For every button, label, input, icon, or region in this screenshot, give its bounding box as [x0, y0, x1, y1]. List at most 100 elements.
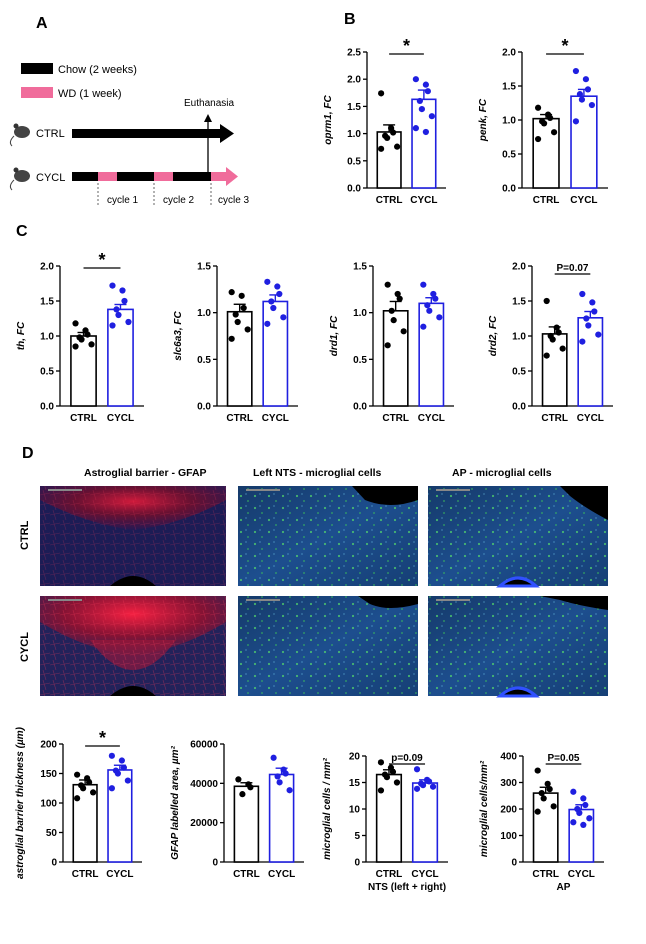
y-tick-label: 1.0: [40, 332, 54, 343]
bar-ctrl: [382, 309, 409, 407]
data-point: [72, 343, 79, 350]
y-tick-label: 40000: [190, 779, 218, 790]
y-tick-label: 0.0: [502, 184, 516, 195]
y-tick-label: 2.0: [502, 48, 516, 59]
data-point: [424, 302, 431, 309]
data-point: [114, 770, 121, 777]
x-axis-label: AP: [557, 882, 571, 893]
data-point: [534, 767, 541, 774]
x-tick-label: CYCL: [577, 413, 604, 424]
data-point: [540, 795, 547, 802]
x-tick-label: CTRL: [70, 413, 97, 424]
data-point: [384, 281, 391, 288]
data-point: [544, 780, 551, 787]
cycl-timeline-bar: [72, 167, 238, 186]
data-point: [109, 282, 116, 289]
chart-astro: 0 50 100 150 200 astroglial barrier thickness…: [15, 726, 142, 880]
data-point: [436, 314, 443, 321]
euthanasia-label: Euthanasia: [184, 98, 234, 109]
micrograph-title: Left NTS - microglial cells: [253, 467, 382, 479]
data-point: [384, 342, 391, 349]
ctrl-timeline-bar: [72, 129, 222, 138]
x-tick-label: CYCL: [570, 195, 597, 206]
data-point: [412, 125, 419, 132]
data-point: [400, 328, 407, 335]
data-point: [390, 129, 397, 136]
data-point: [247, 784, 254, 791]
data-point: [534, 104, 542, 111]
y-tick-label: 1.0: [512, 332, 526, 343]
data-point: [553, 324, 560, 331]
data-point: [274, 283, 281, 290]
y-tick-label: 0.5: [512, 367, 526, 378]
data-point: [582, 76, 590, 83]
data-point: [108, 785, 115, 792]
y-tick-label: 0: [212, 858, 218, 869]
y-tick-label: 2.0: [512, 262, 526, 273]
data-point: [540, 120, 548, 127]
data-point: [576, 809, 583, 817]
data-point: [389, 768, 397, 776]
data-point: [595, 331, 602, 338]
chart-penk: 0.0 0.5 1.0 1.5 2.0 penk, FC CTRL CYCL *: [478, 36, 608, 206]
data-point: [384, 134, 391, 142]
data-point: [586, 815, 593, 822]
chart-slc6a3: 0.0 0.5 1.0 1.5 slc6a3, FC CTRL CYCL: [173, 262, 298, 424]
bar-cycl: [570, 95, 598, 189]
data-point: [591, 308, 598, 315]
data-point: [432, 295, 439, 302]
chart-drd1: 0.0 0.5 1.0 1.5 drd1, FC CTRL CYCL: [329, 262, 454, 424]
data-point: [276, 290, 283, 298]
data-point: [394, 143, 401, 150]
data-point: [579, 290, 586, 298]
data-point: [119, 287, 126, 294]
y-axis-label: microglial cells / mm²: [322, 757, 333, 859]
data-point: [235, 776, 242, 783]
x-tick-label: CTRL: [532, 869, 559, 880]
y-tick-label: 1.5: [502, 82, 516, 93]
significance-label: *: [403, 36, 410, 56]
y-axis-label: astroglial barrier thickness (µm): [15, 726, 26, 879]
chart-th: 0.0 0.5 1.0 1.5 2.0 th, FC CTRL CYCL *: [16, 250, 144, 424]
chart-drd2: 0.0 0.5 1.0 1.5 2.0 drd2, FC CTRL CYCL P=0.07: [488, 262, 613, 424]
legend-label-chow: Chow (2 weeks): [58, 64, 137, 76]
data-point: [109, 322, 116, 329]
data-point: [559, 345, 566, 352]
y-axis-label: drd1, FC: [329, 315, 340, 356]
data-point: [418, 106, 425, 113]
y-tick-label: 1.5: [353, 262, 367, 273]
arrow-right-icon: [220, 124, 234, 143]
data-point: [412, 76, 419, 83]
y-tick-label: 15: [349, 778, 361, 789]
data-point: [422, 81, 429, 88]
y-tick-label: 0.5: [40, 367, 54, 378]
micrograph-nts-cycl: [238, 596, 418, 696]
y-tick-label: 20000: [190, 818, 218, 829]
arrow-up-icon: [204, 114, 212, 122]
x-tick-label: CYCL: [568, 869, 595, 880]
data-point: [228, 289, 235, 296]
y-tick-label: 1.5: [40, 297, 54, 308]
y-tick-label: 100: [500, 831, 517, 842]
y-axis-label: drd2, FC: [488, 315, 499, 356]
data-point: [582, 801, 589, 809]
legend-swatch-wd: [21, 87, 53, 98]
y-tick-label: 0.0: [40, 402, 54, 413]
y-tick-label: 0.0: [353, 402, 367, 413]
data-point: [420, 281, 427, 288]
data-point: [239, 791, 246, 798]
data-point: [388, 307, 395, 314]
significance-label: *: [98, 250, 105, 270]
data-point: [238, 292, 245, 299]
x-axis-label: NTS (left + right): [368, 882, 446, 893]
bar-cycl: [107, 769, 133, 863]
y-tick-label: 0.5: [502, 150, 516, 161]
group-label-cycl: CYCL: [36, 172, 65, 184]
panel-label-d: D: [22, 445, 34, 462]
data-point: [546, 786, 553, 793]
data-point: [534, 135, 542, 143]
y-axis-label: th, FC: [16, 321, 27, 350]
significance-label: P=0.07: [557, 263, 589, 274]
y-tick-label: 2.5: [347, 48, 361, 59]
panel-label-c: C: [16, 223, 28, 240]
